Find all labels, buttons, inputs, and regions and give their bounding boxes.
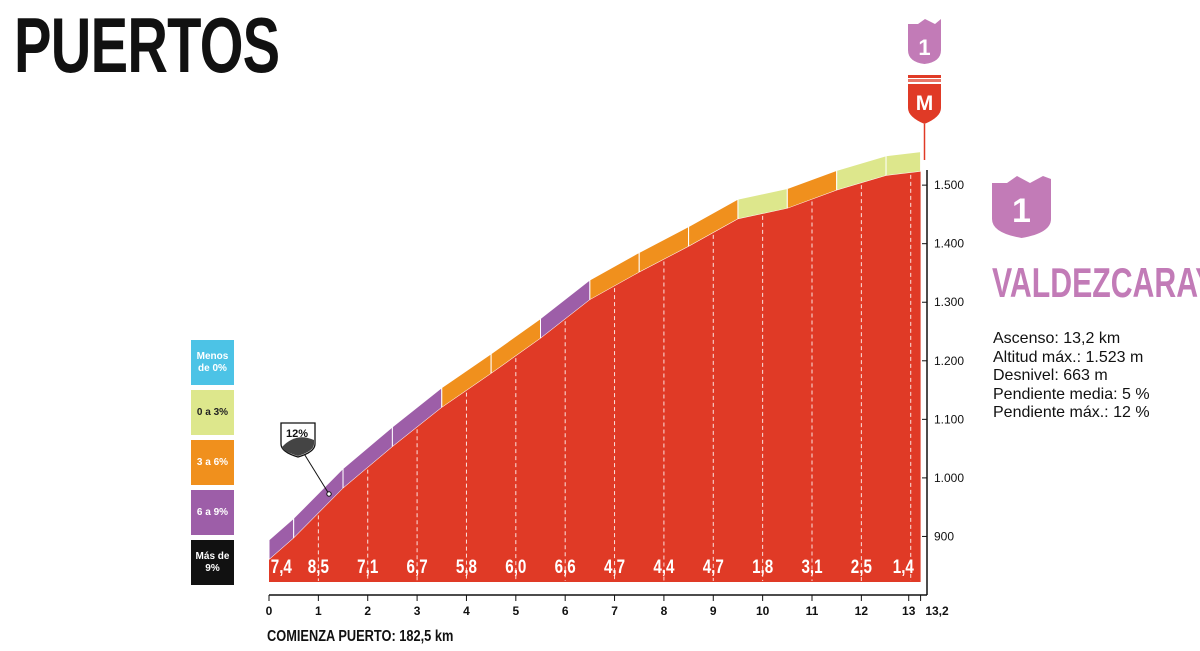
gradient-label: 6,7 <box>407 555 428 577</box>
summit-finish-marker: M <box>908 75 941 160</box>
x-tick-label: 3 <box>414 604 421 618</box>
gradient-label: 1,8 <box>752 555 773 577</box>
summit-category-number: 1 <box>918 35 930 60</box>
gradient-label: 5,8 <box>456 555 477 577</box>
x-tick-label: 10 <box>756 604 770 618</box>
category-flag-icon <box>908 19 941 64</box>
profile-area <box>269 171 921 582</box>
x-tick-label: 8 <box>661 604 668 618</box>
x-tick-label: 4 <box>463 604 470 618</box>
x-tick-label: 7 <box>611 604 618 618</box>
y-tick-label: 1.400 <box>934 237 964 251</box>
y-tick-label: 900 <box>934 529 954 543</box>
y-tick-label: 1.000 <box>934 471 964 485</box>
y-tick-label: 1.300 <box>934 295 964 309</box>
y-tick-label: 1.500 <box>934 178 964 192</box>
page-title: PUERTOS <box>14 1 280 89</box>
max-gradient-pointer <box>302 451 330 495</box>
x-axis-ticks: 0 1 2 3 4 5 6 7 8 9 10 11 12 13 13,2 <box>266 595 949 618</box>
gradient-ribbon-segment <box>885 151 922 177</box>
summit-category-marker: 1 <box>908 19 941 64</box>
y-tick-label: 1.200 <box>934 354 964 368</box>
gradient-label: 7,4 <box>271 555 292 577</box>
climb-stat: Altitud máx.: 1.523 m <box>993 348 1144 366</box>
x-tick-label: 6 <box>562 604 569 618</box>
gradient-label: 6,0 <box>505 555 526 577</box>
x-tick-label: 12 <box>855 604 869 618</box>
gradient-label: 7,1 <box>357 555 378 577</box>
legend-item: Más de 9% <box>191 540 234 585</box>
climb-stat: Ascenso: 13,2 km <box>993 330 1121 347</box>
climb-stats: Ascenso: 13,2 km Altitud máx.: 1.523 m Des… <box>993 330 1150 423</box>
climb-category-icon: 1 <box>992 176 1051 238</box>
gradient-label: 6,6 <box>555 555 576 577</box>
gradient-label: 4,7 <box>703 555 724 577</box>
climb-start-note: COMIENZA PUERTO: 182,5 km <box>267 628 454 645</box>
x-tick-label: 1 <box>315 604 322 618</box>
x-tick-label: 11 <box>806 604 819 618</box>
gradient-label: 3,1 <box>801 555 822 577</box>
y-tick-label: 1.100 <box>934 412 964 426</box>
climb-stat: Pendiente máx.: 12 % <box>993 404 1150 421</box>
max-gradient-badge: 12% <box>280 422 332 497</box>
summit-marker-letter: M <box>916 92 934 115</box>
legend-item: 3 a 6% <box>191 440 234 485</box>
profile-fill <box>269 171 921 582</box>
legend-item: 0 a 3% <box>191 390 234 435</box>
max-gradient-label: 12% <box>286 428 308 440</box>
x-tick-label: 9 <box>710 604 717 618</box>
climb-stat: Pendiente media: 5 % <box>993 385 1150 403</box>
axes <box>269 170 928 596</box>
legend-item: 6 a 9% <box>191 490 234 535</box>
x-tick-label: 2 <box>364 604 371 618</box>
x-tick-label: 0 <box>266 604 273 618</box>
x-tick-label: 13,2 <box>925 604 949 618</box>
km-dividers <box>317 174 912 581</box>
gradient-label: 1,4 <box>893 555 914 577</box>
x-tick-label: 5 <box>512 604 519 618</box>
climb-category-number: 1 <box>1012 192 1031 230</box>
gradient-label: 4,7 <box>604 555 625 577</box>
y-axis-ticks: 900 1.000 1.100 1.200 1.300 1.400 1.500 <box>922 178 964 543</box>
legend-item: Menos de 0% <box>191 340 234 385</box>
finish-flag-icon <box>908 84 941 124</box>
climb-name: VALDEZCARAY <box>992 259 1200 306</box>
max-gradient-point <box>326 491 332 497</box>
gradient-label: 4,4 <box>653 555 674 577</box>
climb-stat: Desnivel: 663 m <box>993 367 1108 384</box>
x-tick-label: 13 <box>902 604 916 618</box>
gradient-label: 8,5 <box>308 555 329 577</box>
gradient-label: 2,5 <box>851 555 872 577</box>
gradient-ribbon <box>268 151 922 561</box>
gradient-labels: 7,4 8,5 7,1 6,7 5,8 6,0 6,6 4,7 4,4 4,7 1,8 3,1 2,5 1… <box>271 555 914 577</box>
